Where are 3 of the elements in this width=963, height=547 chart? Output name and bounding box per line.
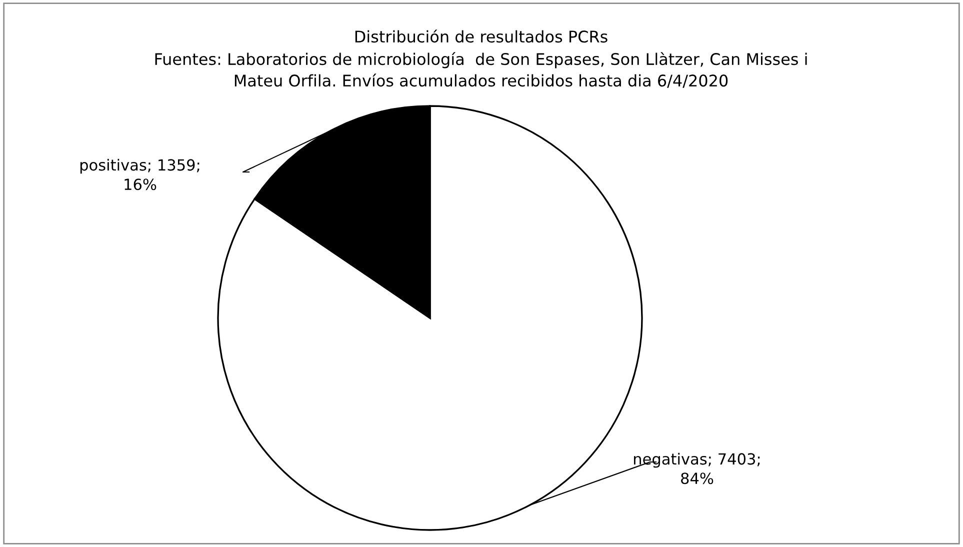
slice-label: positivas; 1359; 16% xyxy=(80,158,200,190)
chart-title: Distribución de resultados PCRs Fuentes: Laboratorios de microbiología de Son Espases, Son Llàtzer, Can Misses i Mateu Orfila. Envíos acumulados recibidos hasta dia 6/4/2020 xyxy=(155,30,807,88)
slice-label: negativas; 7403; 84% xyxy=(634,452,760,484)
